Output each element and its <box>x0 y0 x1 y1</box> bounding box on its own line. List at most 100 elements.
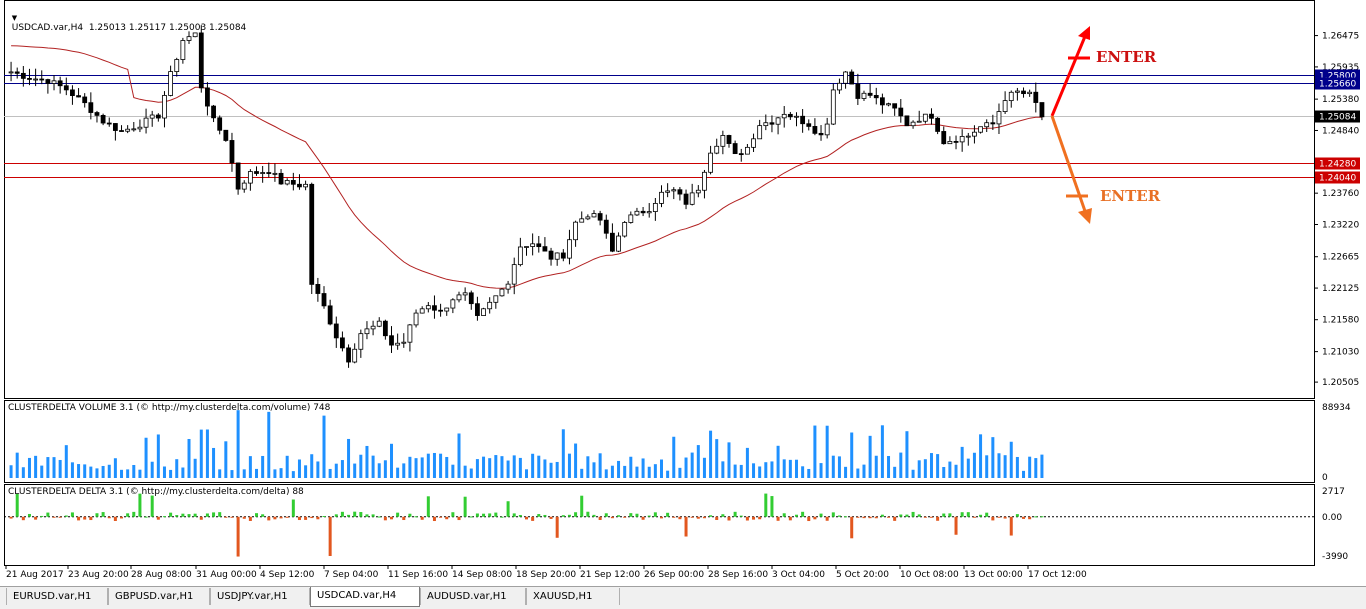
candle-body <box>94 112 100 116</box>
candle <box>972 125 977 144</box>
candle-body <box>456 294 462 301</box>
candle-body <box>861 92 867 99</box>
tab-eurusd-var-h1[interactable]: EURUSD.var,H1 <box>6 588 108 605</box>
delta-bar <box>463 496 467 517</box>
candle-body <box>830 89 836 125</box>
candle-body <box>33 78 39 81</box>
volume-bar <box>764 462 768 478</box>
volume-bar <box>193 458 197 478</box>
volume-bar <box>83 464 87 478</box>
triangle-down-icon[interactable]: ▼ <box>11 14 18 22</box>
delta-bar <box>629 513 633 517</box>
volume-bar <box>518 457 522 478</box>
volume-bar <box>739 464 743 478</box>
candle-body <box>922 113 928 122</box>
volume-bar <box>457 433 461 478</box>
volume-bar <box>887 455 891 478</box>
candle <box>51 75 57 91</box>
delta-bar <box>862 516 866 519</box>
candle-body <box>8 71 14 74</box>
candle <box>481 307 486 316</box>
candle <box>775 116 781 135</box>
volume-bar <box>592 462 596 478</box>
candle-body <box>186 36 192 41</box>
candle <box>634 207 640 216</box>
delta-bar <box>807 516 811 522</box>
candle-body <box>444 307 450 312</box>
candle-body <box>247 171 253 184</box>
tab-usdjpy-var-h1[interactable]: USDJPY.var,H1 <box>210 588 310 605</box>
tab-xauusd-h1[interactable]: XAUUSD,H1 <box>526 588 620 605</box>
tab-audusd-var-h1[interactable]: AUDUSD.var,H1 <box>420 588 526 605</box>
candle-body <box>438 309 443 312</box>
candle <box>205 82 210 116</box>
candle <box>8 61 14 82</box>
volume-bar <box>555 461 559 478</box>
candle <box>910 120 916 129</box>
volume-bar <box>985 455 989 478</box>
volume-bar <box>954 464 958 478</box>
candle <box>315 277 321 302</box>
volume-bar <box>1009 441 1013 478</box>
tab-usdcad-var-h4[interactable]: USDCAD.var,H4 <box>310 587 420 607</box>
delta-bar <box>334 514 338 517</box>
candle <box>168 65 174 97</box>
candle-body <box>266 172 272 174</box>
delta-bar <box>181 513 185 517</box>
candle <box>425 301 431 313</box>
volume-bar <box>647 466 651 478</box>
delta-bar <box>242 516 246 519</box>
volume-bar <box>506 460 510 478</box>
candle <box>462 287 468 301</box>
chart-canvas[interactable]: 1.26475 1.25935 1.25380 1.24840 1.23760 1.232… <box>0 0 1366 586</box>
candle-body <box>873 95 879 99</box>
volume-bar <box>500 456 504 478</box>
candle <box>683 189 689 210</box>
delta-bar <box>733 511 737 517</box>
volume-bar <box>9 465 13 478</box>
delta-bar <box>850 516 854 539</box>
volume-bar <box>610 465 614 478</box>
candle <box>346 344 351 368</box>
y-tick-label: 1.22665 <box>1322 253 1359 263</box>
candle-body <box>290 180 296 185</box>
candle-body <box>137 126 143 130</box>
candle-body <box>683 193 689 205</box>
candle-body <box>352 348 358 363</box>
candle-body <box>346 347 351 363</box>
delta-bar <box>95 513 99 517</box>
tab-gbpusd-var-h1[interactable]: GBPUSD.var,H1 <box>108 588 210 605</box>
volume-bar <box>322 415 326 478</box>
candle <box>916 110 922 123</box>
volume-bar <box>782 459 786 478</box>
delta-bar <box>46 512 50 517</box>
delta-bar <box>445 516 449 520</box>
delta-bar <box>1009 516 1013 536</box>
candle <box>290 172 296 191</box>
candle-body <box>843 71 848 84</box>
candle-body <box>174 59 180 72</box>
delta-bar <box>911 511 915 517</box>
volume-bar <box>261 455 265 478</box>
candle <box>364 321 370 340</box>
delta-bar <box>567 514 571 517</box>
volume-bar <box>451 464 455 478</box>
delta-bar <box>353 511 357 517</box>
volume-bar <box>629 456 633 478</box>
volume-bar <box>758 466 762 478</box>
delta-bar <box>776 516 780 521</box>
candle <box>744 144 750 155</box>
volume-bar <box>1015 456 1019 478</box>
candle-body <box>677 189 683 195</box>
candle <box>321 286 327 309</box>
candle <box>879 93 885 114</box>
volume-bar <box>138 469 142 478</box>
candle-body <box>462 292 468 296</box>
delta-bar <box>531 516 535 521</box>
volume-bar <box>365 445 369 478</box>
volume-bar <box>328 468 332 478</box>
candle-body <box>487 301 493 310</box>
candle <box>340 331 345 352</box>
delta-bar <box>966 512 970 517</box>
x-tick-label: 28 Aug 08:00 <box>131 570 192 580</box>
